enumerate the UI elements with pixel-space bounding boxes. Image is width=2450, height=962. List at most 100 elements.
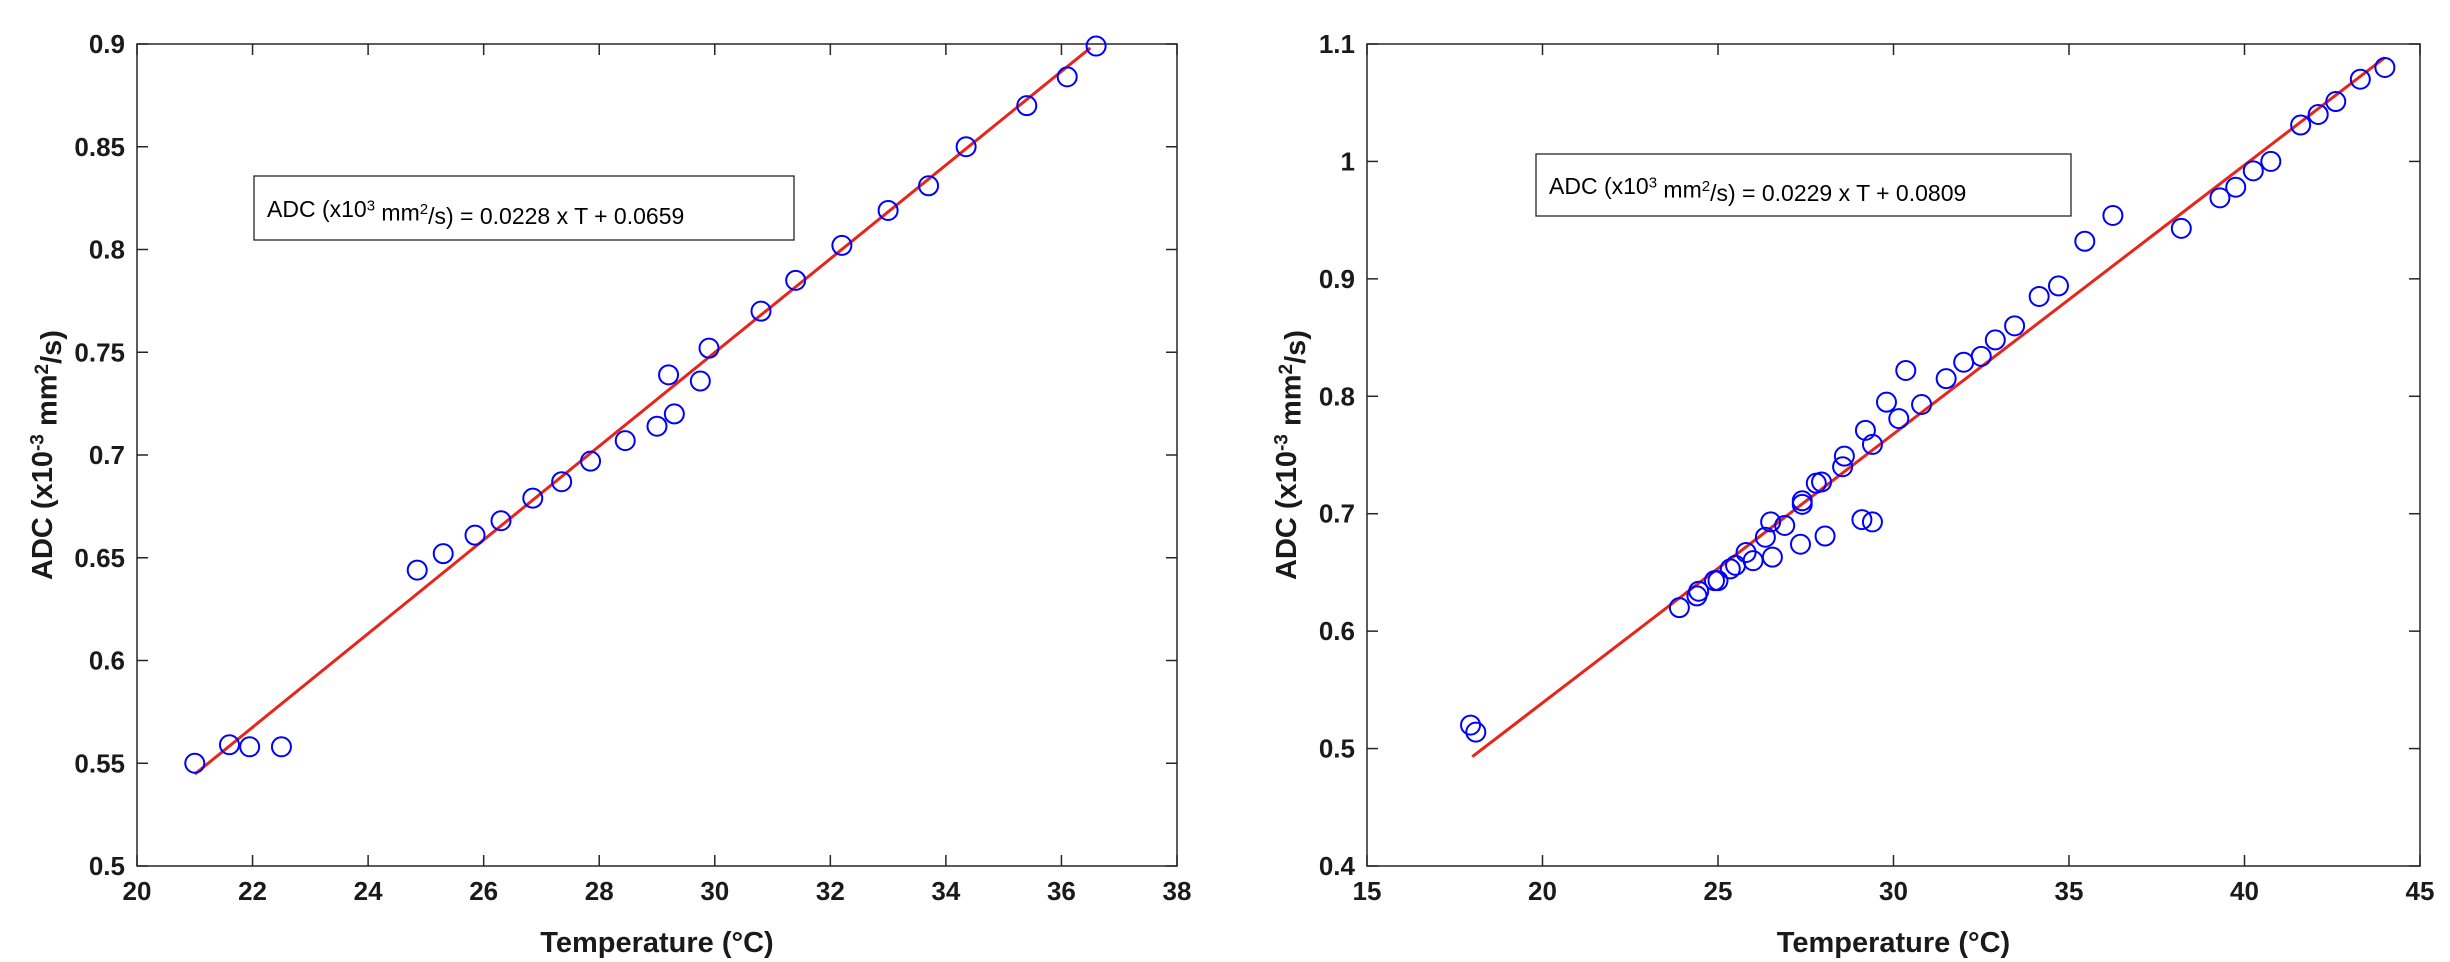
y-tick-label: 0.7 (1319, 499, 1355, 529)
data-point (2374, 56, 2396, 78)
superscript: 2 (1276, 364, 1297, 375)
data-point (689, 370, 711, 392)
data-point (551, 471, 573, 493)
text-part: ADC (x10 (267, 196, 367, 222)
x-tick-label: 32 (816, 876, 845, 906)
data-point (432, 543, 454, 565)
text-part: mm (1276, 374, 1308, 434)
x-axis-label: Temperature (°C) (540, 927, 773, 959)
text-part: ADC (x10 (1549, 173, 1649, 199)
data-point (1760, 511, 1782, 533)
data-point (1851, 509, 1873, 531)
axes-box (136, 43, 1178, 867)
x-tick-label: 20 (123, 876, 152, 906)
superscript: -3 (27, 434, 48, 451)
data-point (2242, 160, 2264, 182)
text-part: /s) (1280, 330, 1312, 364)
data-point (270, 736, 292, 758)
data-point (1854, 419, 1876, 441)
data-point (1719, 558, 1741, 580)
y-tick-label: 0.55 (74, 748, 125, 778)
y-axis-label: ADC (x10-3 mm2/s) (27, 330, 68, 580)
data-point (1935, 368, 1957, 390)
equation-text: ADC (x103 mm2/s) = 0.0229 x T + 0.0809 (1549, 173, 1966, 206)
x-tick-label: 28 (585, 876, 614, 906)
text-part: ADC (x10 (27, 451, 59, 580)
data-point (490, 510, 512, 532)
data-point (1056, 66, 1078, 88)
fit-line (1471, 56, 2386, 758)
x-tick-label: 22 (238, 876, 267, 906)
y-tick-label: 1 (1341, 146, 1355, 176)
x-tick-label: 24 (354, 876, 383, 906)
data-point (2074, 230, 2096, 252)
data-point (2307, 103, 2329, 125)
data-point (2209, 187, 2231, 209)
data-point (522, 487, 544, 509)
data-point (614, 430, 636, 452)
y-tick-label: 0.7 (89, 440, 125, 470)
y-tick-label: 1.1 (1319, 29, 1355, 59)
data-point (2028, 285, 2050, 307)
data-point (663, 403, 685, 425)
x-tick-label: 26 (469, 876, 498, 906)
data-point (831, 234, 853, 256)
data-point (580, 450, 602, 472)
data-point (2349, 68, 2371, 90)
data-point (785, 269, 807, 291)
data-point (877, 199, 899, 221)
text-part: /s) (36, 330, 68, 364)
x-tick-label: 30 (700, 876, 729, 906)
data-point (1789, 533, 1811, 555)
x-tick-label: 30 (1879, 876, 1908, 906)
x-tick-label: 38 (1163, 876, 1192, 906)
data-point (2004, 315, 2026, 337)
x-tick-label: 35 (2055, 876, 2084, 906)
equation-text: ADC (x103 mm2/s) = 0.0228 x T + 0.0659 (267, 196, 684, 229)
fit-line (193, 46, 1092, 776)
x-tick-label: 34 (931, 876, 960, 906)
y-tick-label: 0.4 (1319, 851, 1356, 881)
superscript: 3 (1649, 174, 1657, 191)
superscript: 2 (1702, 178, 1710, 195)
data-point (698, 337, 720, 359)
data-point (1707, 570, 1729, 592)
data-point (1460, 714, 1482, 736)
y-tick-label: 0.85 (74, 132, 125, 162)
data-point (646, 415, 668, 437)
data-point (1016, 95, 1038, 117)
superscript: 3 (367, 197, 375, 214)
y-tick-label: 0.6 (89, 646, 125, 676)
data-point (1465, 721, 1487, 743)
data-point (1832, 456, 1854, 478)
data-point (2170, 217, 2192, 239)
x-tick-label: 20 (1528, 876, 1557, 906)
data-point (658, 364, 680, 386)
y-tick-label: 0.9 (1319, 264, 1355, 294)
data-point (1953, 351, 1975, 373)
data-point (1833, 445, 1855, 467)
text-part: /s) = 0.0229 x T + 0.0809 (1710, 180, 1966, 206)
data-point (2260, 150, 2282, 172)
data-point (1861, 511, 1883, 533)
y-tick-label: 0.75 (74, 337, 125, 367)
y-axis-label: ADC (x10-3 mm2/s) (1271, 330, 1312, 580)
x-tick-label: 15 (1353, 876, 1382, 906)
data-point (2102, 204, 2124, 226)
data-point (218, 734, 240, 756)
x-axis-label: Temperature (°C) (1777, 927, 2010, 959)
data-point (1774, 514, 1796, 536)
data-point (1888, 408, 1910, 430)
data-point (1895, 359, 1917, 381)
equation-box (253, 175, 795, 241)
x-tick-label: 45 (2406, 876, 2435, 906)
data-point (955, 136, 977, 158)
text-part: /s) = 0.0228 x T + 0.0659 (428, 203, 684, 229)
y-tick-label: 0.8 (1319, 381, 1355, 411)
equation-box (1535, 153, 2072, 217)
left-scatter-panel: 20 22 24 26 28 30 32 34 36 380.50.550.60.650.70.7… (27, 29, 1191, 959)
data-point (1875, 391, 1897, 413)
data-point (239, 736, 261, 758)
x-tick-label: 36 (1047, 876, 1076, 906)
